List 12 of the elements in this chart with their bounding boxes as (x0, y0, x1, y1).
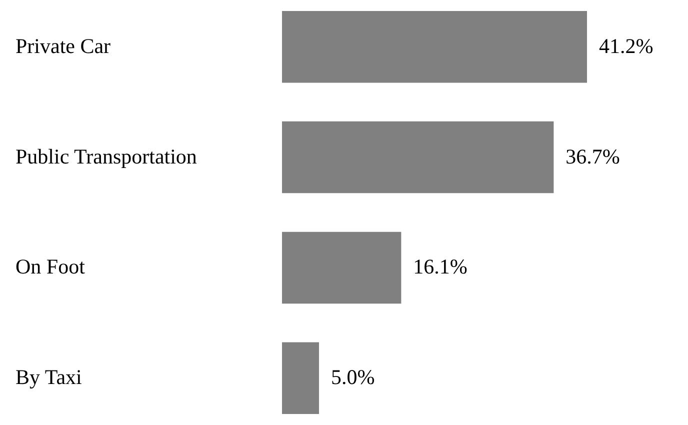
data-label: 5.0% (331, 365, 375, 390)
bar (282, 11, 587, 83)
data-label: 41.2% (599, 34, 654, 58)
bar (282, 121, 554, 194)
y-tick-label: Private Car (16, 34, 111, 58)
y-tick-label: Public Transportation (16, 144, 198, 168)
y-tick-label: By Taxi (16, 365, 82, 390)
bar (282, 342, 320, 414)
bar (282, 232, 402, 304)
data-label: 16.1% (413, 254, 468, 279)
data-label: 36.7% (566, 144, 620, 168)
y-tick-label: On Foot (16, 254, 86, 279)
